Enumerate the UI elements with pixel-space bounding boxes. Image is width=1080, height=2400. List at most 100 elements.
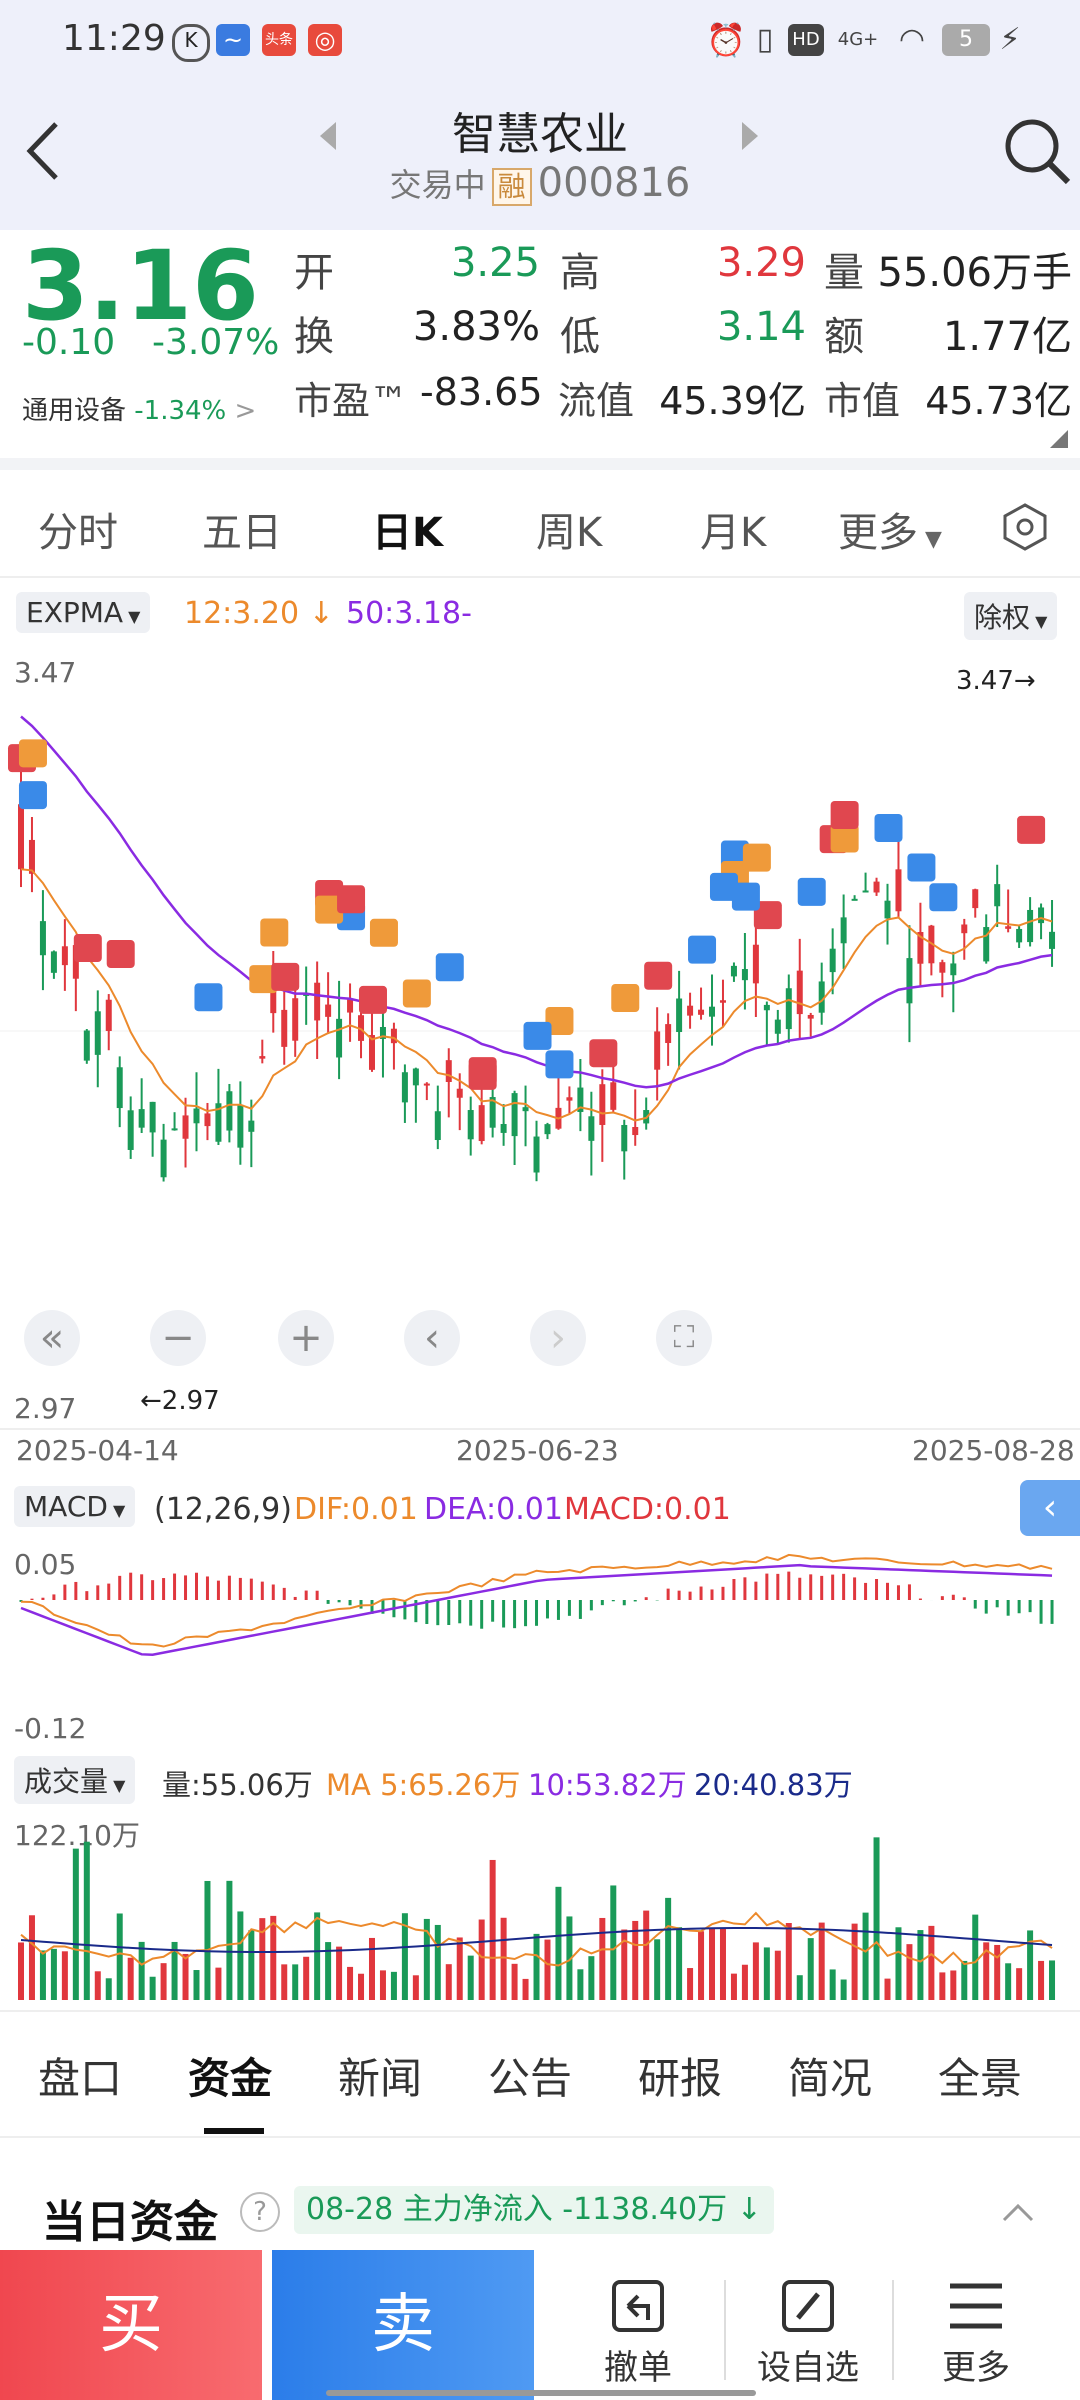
volume-bar	[522, 1978, 529, 2000]
add-watchlist-button[interactable]: 设自选	[738, 2276, 878, 2389]
candle-body	[72, 945, 79, 979]
tab-intraday[interactable]: 分时	[38, 510, 118, 556]
indicator-label: EXPMA	[26, 596, 124, 629]
candle-body	[533, 1136, 540, 1173]
scroll-right-icon[interactable]: ›	[530, 1310, 586, 1366]
scroll-left-icon[interactable]: ‹	[404, 1310, 460, 1366]
volume-bar	[917, 1930, 924, 2000]
vibrate-icon: ▯	[756, 22, 774, 57]
macd-chart[interactable]	[0, 1540, 1080, 1740]
candle-body	[500, 1124, 507, 1133]
help-icon[interactable]: ?	[240, 2192, 280, 2232]
candle-body	[522, 1107, 529, 1112]
candle-body	[292, 998, 299, 1041]
volume-bar	[467, 1955, 474, 2000]
volume-bar	[610, 1885, 617, 2000]
candle-body	[730, 965, 737, 977]
collapse-panel-icon[interactable]: ‹	[1020, 1480, 1080, 1536]
volume-bar	[39, 1950, 46, 2000]
volume-bar	[226, 1880, 233, 2000]
volume-bar	[818, 1922, 825, 2000]
candle-body	[281, 1009, 288, 1047]
tab-orderbook[interactable]: 盘口	[38, 2054, 123, 2103]
volume-bar	[1005, 1963, 1012, 2000]
fullscreen-icon[interactable]: ⛶	[656, 1310, 712, 1366]
volume-bar	[1049, 1960, 1056, 2000]
label-market-cap: 市值	[824, 379, 901, 423]
more-button[interactable]: 更多	[906, 2276, 1046, 2389]
chevron-up-icon[interactable]	[1000, 2200, 1036, 2224]
settings-hex-icon[interactable]	[1000, 502, 1050, 552]
candle-body	[752, 944, 759, 984]
kline-max-marker: 3.47→	[956, 666, 1036, 696]
zoom-in-icon[interactable]: +	[278, 1310, 334, 1366]
current-price: 3.16	[22, 230, 259, 342]
tab-five-day[interactable]: 五日	[202, 510, 282, 556]
label-volume: 量	[824, 250, 864, 296]
prev-stock-icon[interactable]	[316, 120, 340, 152]
back-arrow-icon[interactable]	[20, 116, 64, 186]
quote-panel: 3.16 -0.10 -3.07% 通用设备 -1.34% > 开 3.25 高…	[0, 230, 1080, 455]
tab-more-label: 更多	[838, 510, 918, 556]
signal-tag-icon	[435, 953, 464, 982]
expand-corner-icon[interactable]	[1050, 430, 1068, 448]
volume-bar	[763, 1947, 770, 2000]
candle-body	[961, 924, 968, 934]
candle-body	[50, 951, 57, 973]
macd-dropdown[interactable]: MACD ▼	[14, 1486, 136, 1527]
candle-body	[741, 969, 748, 981]
tab-fund[interactable]: 资金	[188, 2054, 273, 2103]
volume-bar	[500, 1917, 507, 2000]
candle-body	[829, 948, 836, 973]
macd-ytop: 0.05	[14, 1548, 77, 1581]
tab-overview[interactable]: 全景	[938, 2054, 1023, 2103]
bottom-tabs-divider	[0, 2010, 1080, 2012]
adjust-dropdown[interactable]: 除权 ▼	[964, 592, 1058, 640]
date-divider	[0, 1428, 1080, 1430]
candle-body	[445, 1060, 452, 1082]
kline-chart[interactable]	[0, 686, 1080, 1386]
margin-badge: 融	[491, 168, 532, 206]
volume-bar	[555, 1886, 562, 2000]
tab-weekly-k[interactable]: 周K	[536, 510, 603, 556]
next-stock-icon[interactable]	[738, 120, 762, 152]
industry-link[interactable]: 通用设备 -1.34% >	[22, 390, 256, 427]
zoom-out-icon[interactable]: −	[150, 1310, 206, 1366]
dif-line	[20, 1553, 1053, 1648]
candle-body	[467, 1110, 474, 1140]
ema12-line	[20, 868, 1053, 1122]
volume-dropdown[interactable]: 成交量 ▼	[14, 1756, 136, 1804]
signal-tag-icon	[874, 813, 903, 842]
sell-button[interactable]: 卖	[272, 2250, 534, 2400]
tab-more[interactable]: 更多 ▼	[838, 500, 942, 558]
volume-bar	[906, 1944, 913, 2000]
macd-label: MACD	[24, 1490, 108, 1523]
price-change-pct: -3.07%	[152, 322, 280, 363]
indicator-dropdown[interactable]: EXPMA ▼	[16, 592, 151, 633]
volume-bar	[303, 1956, 310, 2000]
candle-body	[807, 1014, 814, 1019]
tab-research[interactable]: 研报	[638, 2054, 723, 2103]
scroll-start-icon[interactable]: «	[24, 1310, 80, 1366]
volume-bar	[741, 1964, 748, 2000]
volume-chart[interactable]	[0, 1810, 1080, 2006]
candle-body	[774, 1019, 781, 1034]
candle-body	[259, 1056, 266, 1059]
volume-bar	[709, 1927, 716, 2000]
cancel-order-button[interactable]: 撤单	[568, 2276, 708, 2389]
tab-announcement[interactable]: 公告	[488, 2054, 573, 2103]
candle-body	[1016, 928, 1023, 943]
candle-body	[215, 1103, 222, 1142]
search-icon[interactable]	[1002, 116, 1072, 186]
candle-body	[248, 1120, 255, 1132]
value-amount: 1.77亿	[942, 314, 1072, 360]
tab-news[interactable]: 新闻	[338, 2054, 423, 2103]
caret-down-icon: ▼	[918, 527, 942, 552]
buy-button[interactable]: 买	[0, 2250, 262, 2400]
tab-profile[interactable]: 简况	[788, 2054, 873, 2103]
signal-tag-icon	[249, 965, 278, 994]
volume-bar	[972, 1914, 979, 2000]
signal-tag-icon	[709, 872, 738, 901]
tab-monthly-k[interactable]: 月K	[700, 510, 767, 556]
tab-daily-k[interactable]: 日K	[372, 510, 443, 556]
